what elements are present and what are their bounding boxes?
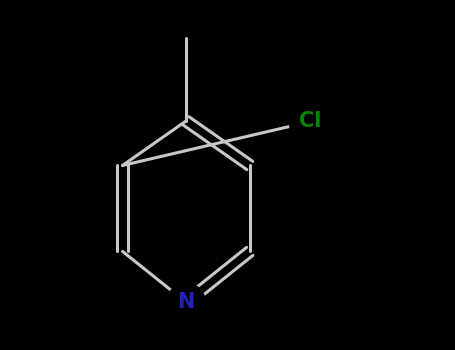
- Text: Cl: Cl: [299, 111, 321, 131]
- Text: N: N: [177, 292, 195, 312]
- Circle shape: [289, 97, 338, 145]
- Circle shape: [167, 283, 205, 321]
